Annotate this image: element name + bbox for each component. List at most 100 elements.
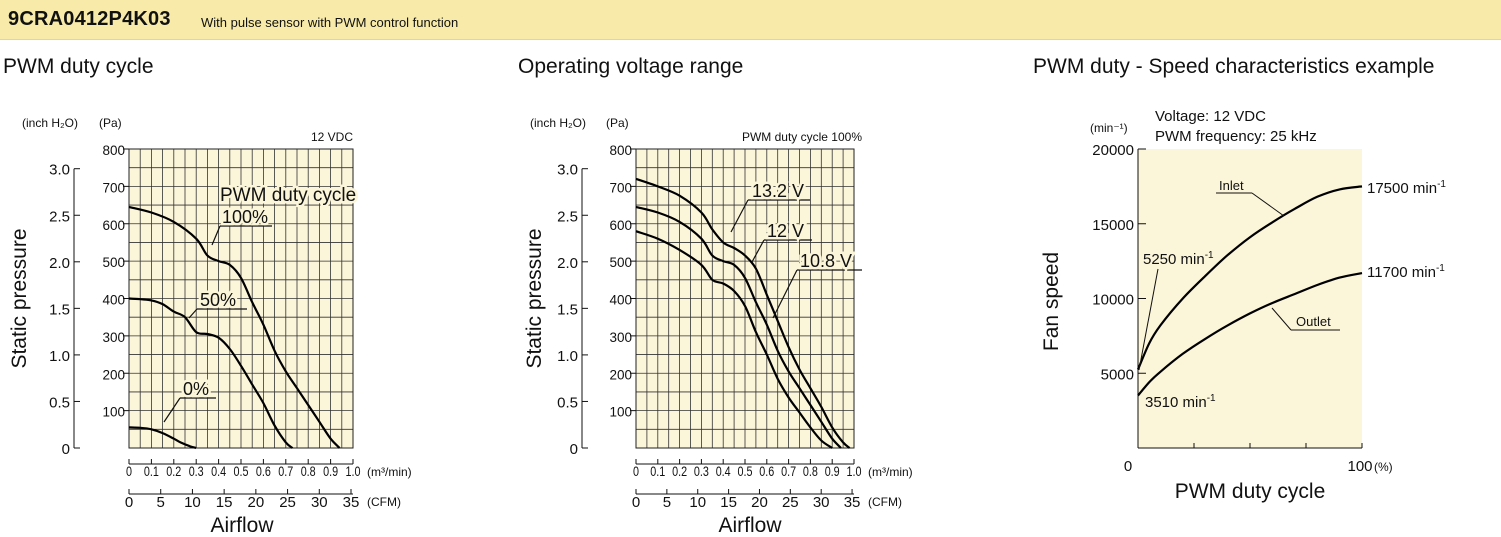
x-tick-label-cfm: 30 [813,494,830,511]
x-unit: (%) [1374,460,1393,474]
plot-area [1138,149,1362,448]
y-tick-label-inch: 2.0 [49,255,70,272]
series-label: 12 V [767,221,804,241]
y-tick-label-inch: 2.0 [557,255,578,272]
x-tick-label-m3min: 0 [126,464,132,479]
x-tick-label-m3min: 0.6 [759,464,774,479]
y-unit-pa: (Pa) [606,116,629,130]
y-tick-label-inch: 0.5 [557,394,578,411]
x-tick-label-m3min: 0.3 [694,464,709,479]
x-tick-label-m3min: 0.9 [323,464,338,479]
x-axis-label: PWM duty cycle [1175,480,1326,503]
y-tick-label-pa: 800 [609,143,632,158]
x-tick-label-m3min: 0.7 [781,464,796,479]
chart3-title: PWM duty - Speed characteristics example [1033,55,1435,78]
x-tick-label-m3min: 0.4 [211,464,226,479]
y-tick-label-pa: 500 [609,255,632,270]
series-curve [1137,272,1363,397]
x-tick-label-cfm: 10 [184,494,201,511]
label-leader [1271,307,1292,331]
x-tick-label-m3min: 0.4 [716,464,731,479]
series-label: 100% [222,207,268,227]
x-tick-label-m3min: 0.6 [256,464,271,479]
y-tick-label-pa: 600 [102,218,125,233]
x-tick-label-cfm: 0 [125,494,133,511]
chart-condition: PWM duty cycle 100% [742,130,862,144]
condition-frequency: PWM frequency: 25 kHz [1155,128,1317,145]
annotation-leader [1138,268,1159,371]
y-tick-label-pa: 200 [102,367,125,382]
label-leader [163,397,181,423]
x-tick-label-cfm: 35 [844,494,861,511]
x-tick-label-m3min: 1.0 [346,464,361,479]
y-tick-label-pa: 100 [609,405,632,420]
annotation-start-inlet: 5250 min-1 [1143,250,1214,268]
x-tick-label-cfm: 0 [632,494,640,511]
label-leader [1251,192,1285,217]
label-leader [211,225,221,246]
y-axis-label: Fan speed [1040,252,1063,351]
x-tick-label-cfm: 30 [311,494,328,511]
series-label: 10.8 V [800,251,852,271]
x-tick-label-m3min: 0.3 [189,464,204,479]
model-header-bar: 9CRA0412P4K03 With pulse sensor with PWM… [0,0,1501,40]
y-tick-label-inch: 1.0 [49,348,70,365]
chart2-title: Operating voltage range [518,55,744,78]
y-tick-label-pa: 800 [102,143,125,158]
y-tick-label-pa: 700 [102,180,125,195]
x-tick-label-cfm: 15 [720,494,737,511]
y-axis-label: Static pressure [523,228,546,368]
x-tick-label-m3min: 0 [633,464,639,479]
y-tick-label-pa: 400 [102,293,125,308]
annotation-start-outlet: 3510 min-1 [1145,393,1216,411]
x-tick-label-m3min: 0.1 [144,464,159,479]
y-tick-label-inch: 2.5 [557,208,578,225]
model-description: With pulse sensor with PWM control funct… [201,15,459,30]
y-tick-label-pa: 300 [609,330,632,345]
series-curve [1136,185,1363,370]
x-tick-label-m3min: 0.5 [234,464,249,479]
y-tick-label-inch: 3.0 [557,162,578,179]
y-tick-label-inch: 1.5 [49,301,70,318]
series-curve [635,205,842,449]
y-unit-inch: (inch H₂O) [530,116,586,130]
y-tick-label: 15000 [1092,217,1134,234]
x-tick-label-cfm: 5 [663,494,671,511]
y-tick-label-pa: 100 [102,405,125,420]
annotation-end-inlet: 17500 min-1 [1367,179,1446,197]
x-tick-label-m3min: 0.8 [301,464,316,479]
x-unit-m3min: (m³/min) [868,465,913,479]
series-label: Outlet [1296,314,1331,329]
label-leader [188,308,198,319]
x-tick-label: 0 [1124,458,1132,475]
series-label: PWM duty cycle [220,185,356,206]
condition-voltage: Voltage: 12 VDC [1155,108,1266,125]
series-curve [635,177,851,449]
y-tick-label: 20000 [1092,142,1134,159]
y-tick-label-inch: 1.0 [557,348,578,365]
x-tick-label-cfm: 20 [248,494,265,511]
x-axis-label: Airflow [210,514,274,537]
y-axis-label: Static pressure [8,228,31,368]
x-tick-label-m3min: 0.5 [738,464,753,479]
series-label: 13.2 V [752,181,804,201]
label-leader [751,239,765,263]
x-tick-label-cfm: 10 [689,494,706,511]
y-tick-label-inch: 0 [62,441,70,458]
y-tick-label-pa: 400 [609,293,632,308]
x-tick-label-m3min: 0.1 [650,464,665,479]
annotation-end-outlet: 11700 min-1 [1367,263,1445,281]
x-tick-label-cfm: 15 [216,494,233,511]
x-unit-m3min: (m³/min) [367,465,412,479]
y-tick-label-pa: 200 [609,367,632,382]
series-label: Inlet [1219,178,1244,193]
y-tick-label: 10000 [1092,292,1134,309]
x-tick-label-m3min: 0.9 [825,464,840,479]
x-tick-label-cfm: 25 [279,494,296,511]
chart1-title: PWM duty cycle [3,55,154,78]
series-curve [635,230,833,449]
x-unit-cfm: (CFM) [367,495,401,509]
y-tick-label: 5000 [1101,366,1134,383]
x-tick-label-m3min: 1.0 [847,464,862,479]
